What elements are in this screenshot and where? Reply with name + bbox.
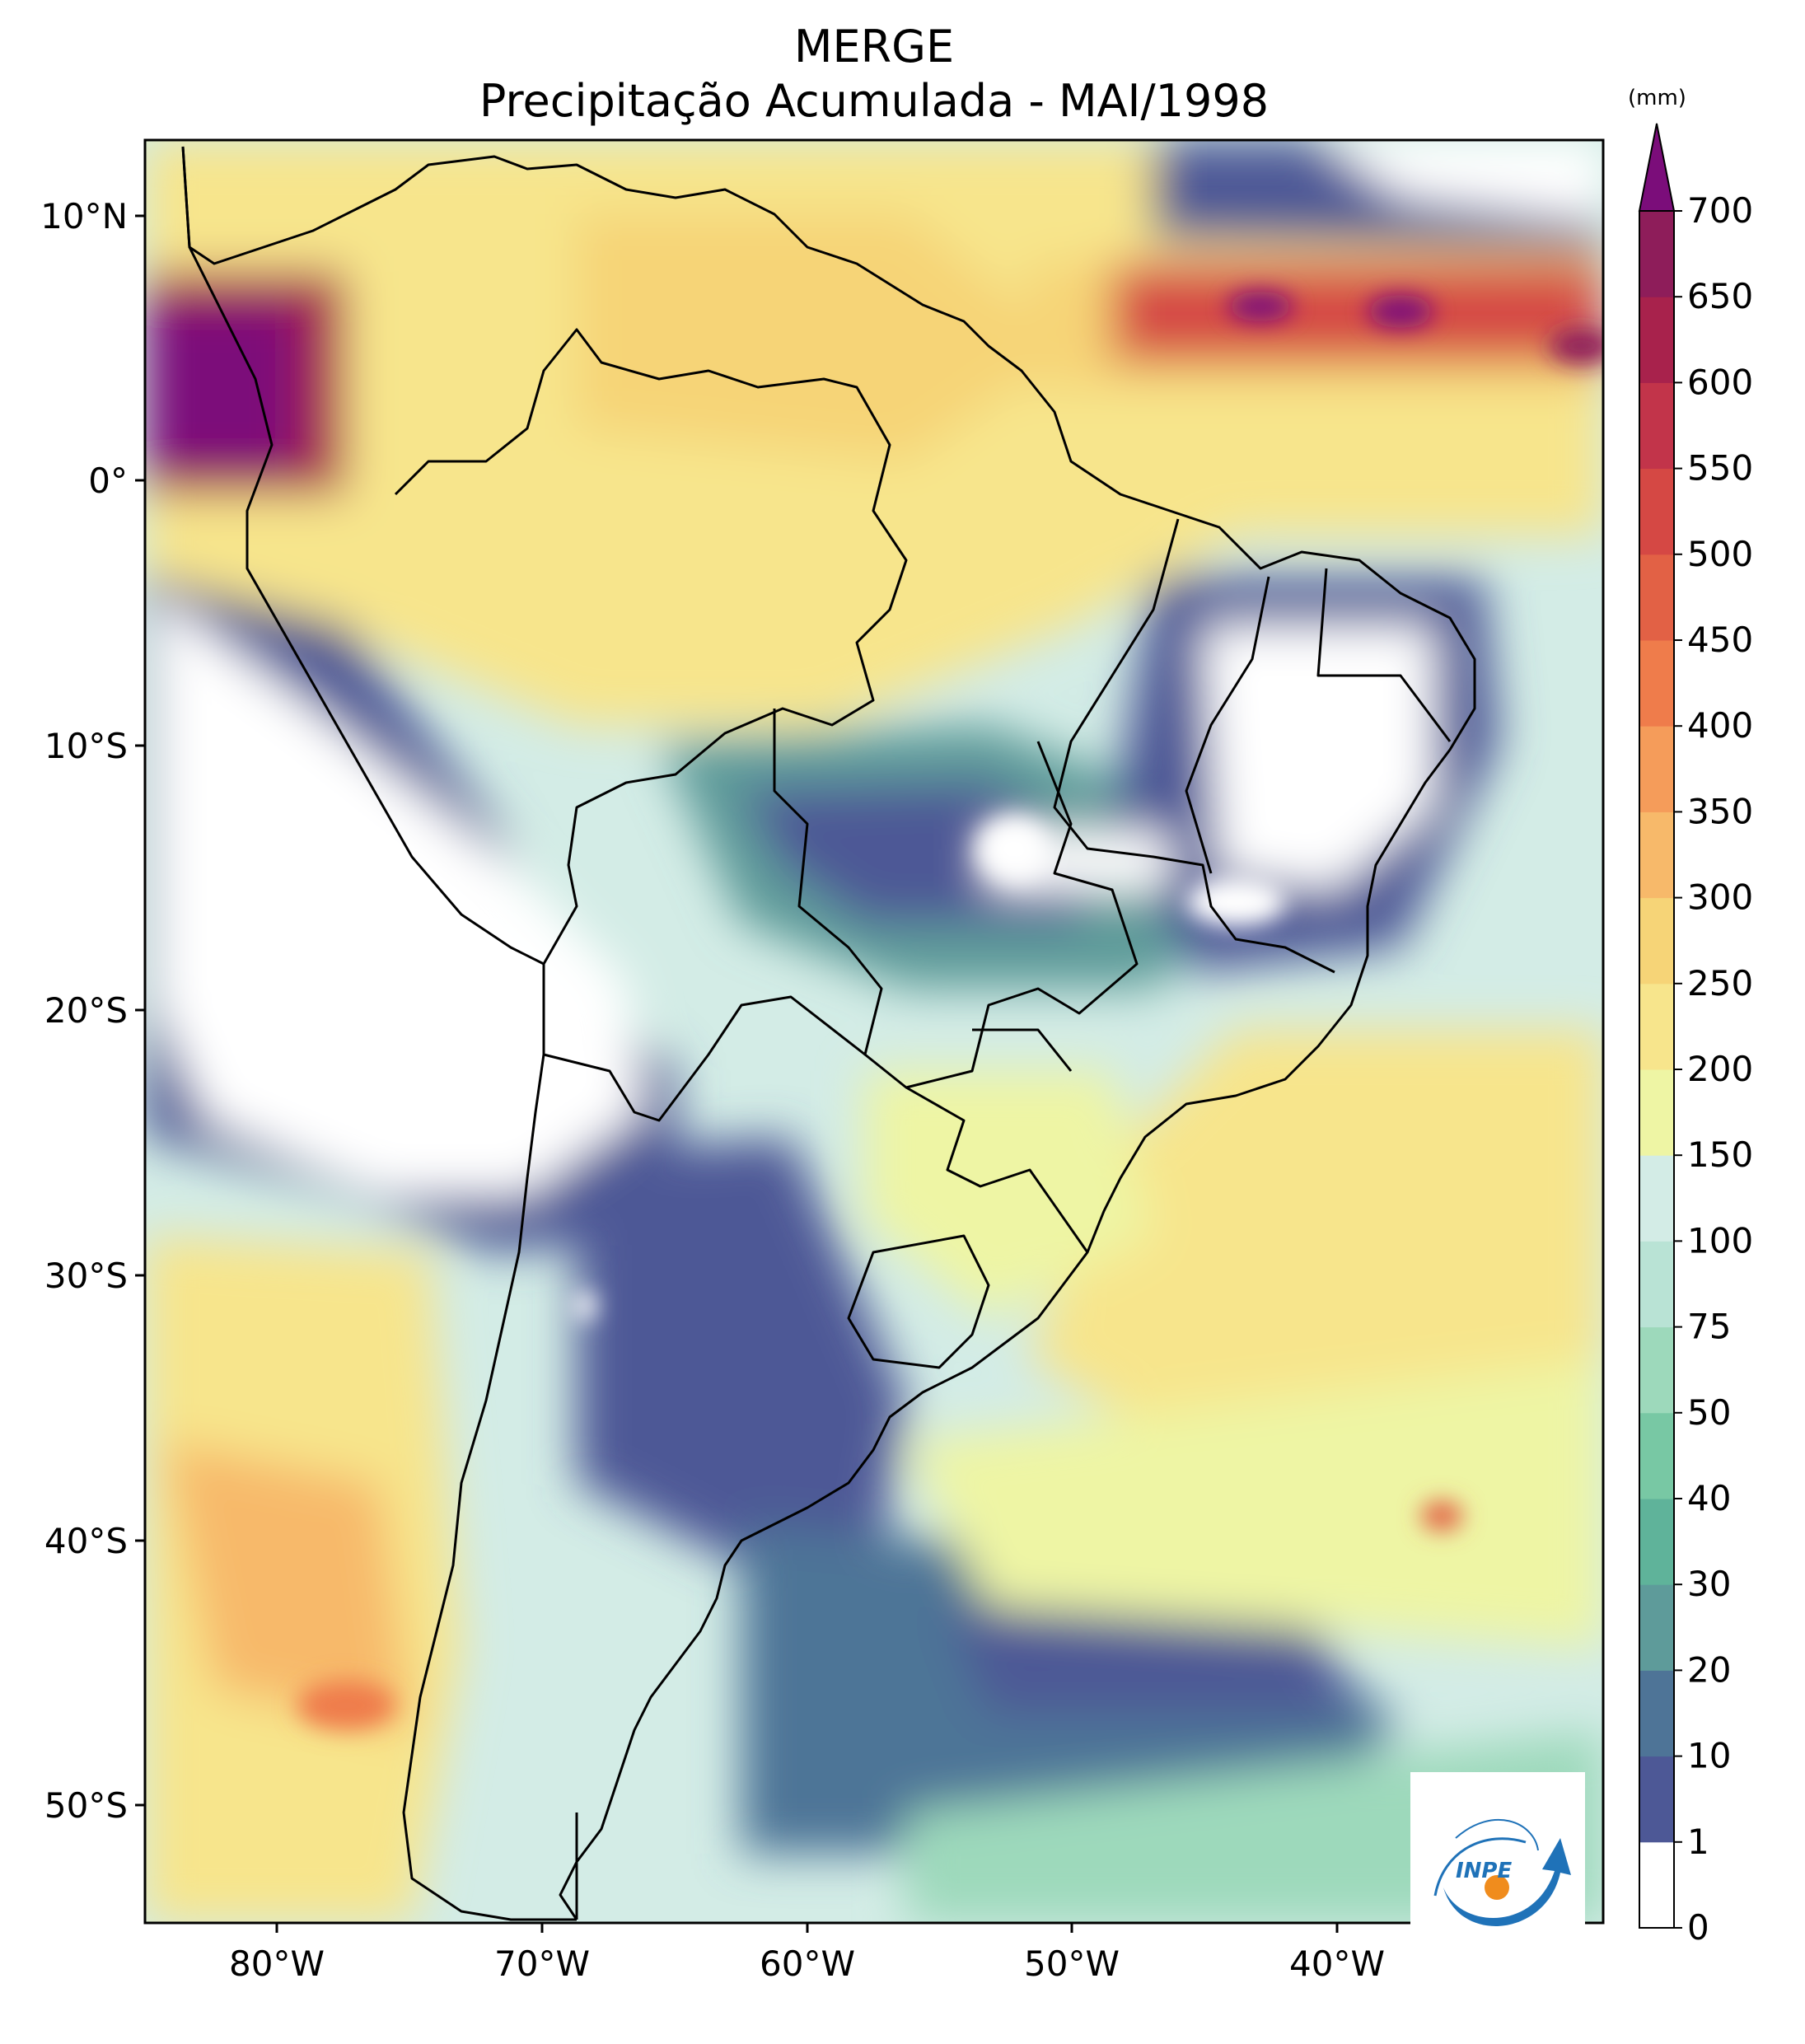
- colorbar-swatch: [1639, 1412, 1674, 1499]
- lat-label: 10°S: [44, 726, 128, 766]
- lon-label: 50°W: [1024, 1943, 1120, 1984]
- map-title: MERGE: [793, 21, 955, 72]
- colorbar-swatch: [1639, 1155, 1674, 1242]
- colorbar-extend-arrow: [1638, 123, 1676, 212]
- colorbar-label: 400: [1687, 705, 1753, 746]
- colorbar-swatch: [1639, 382, 1674, 470]
- lon-label: 60°W: [760, 1943, 855, 1984]
- colorbar-label: 550: [1687, 448, 1753, 489]
- colorbar-swatch: [1639, 297, 1674, 383]
- colorbar-swatch: [1639, 1069, 1674, 1156]
- latitude-axis: 10°N 0° 10°S 20°S 30°S 40°S 50°S: [40, 196, 145, 1826]
- colorbar-swatch: [1639, 211, 1674, 297]
- colorbar-label: 40: [1687, 1478, 1731, 1518]
- lat-label: 10°N: [40, 196, 128, 236]
- colorbar: 0 1 10 20 30 40 50 75 100 150 200 250 300 350 400 450 50…: [1638, 123, 1753, 1948]
- inpe-logo: INPE: [1410, 1772, 1585, 1947]
- lat-label: 40°S: [44, 1521, 128, 1561]
- colorbar-swatch: [1639, 1756, 1674, 1843]
- colorbar-swatch: [1639, 640, 1674, 727]
- colorbar-label: 500: [1687, 534, 1753, 574]
- colorbar-swatch: [1639, 1841, 1674, 1929]
- colorbar-label: 450: [1687, 620, 1753, 660]
- longitude-axis: 80°W 70°W 60°W 50°W 40°W: [229, 1923, 1385, 1984]
- colorbar-swatch: [1639, 1584, 1674, 1671]
- colorbar-swatch: [1639, 812, 1674, 899]
- map-subtitle: Precipitação Acumulada - MAI/1998: [479, 75, 1270, 127]
- lat-label: 30°S: [44, 1256, 128, 1296]
- colorbar-unit: (mm): [1628, 86, 1686, 110]
- plot-frame: [143, 138, 1605, 1925]
- colorbar-label: 75: [1687, 1307, 1731, 1347]
- country-borders: [181, 146, 1476, 1921]
- precipitation-field: [145, 140, 1603, 1923]
- colorbar-swatch: [1639, 897, 1674, 985]
- colorbar-label: 30: [1687, 1564, 1731, 1604]
- inpe-logo-icon: INPE: [1433, 1818, 1571, 1926]
- colorbar-swatch: [1639, 1241, 1674, 1328]
- colorbar-label: 100: [1687, 1220, 1753, 1261]
- colorbar-label: 200: [1687, 1049, 1753, 1089]
- colorbar-label: 150: [1687, 1134, 1753, 1175]
- colorbar-swatch: [1639, 468, 1674, 555]
- colorbar-label: 700: [1687, 190, 1753, 231]
- colorbar-label: 50: [1687, 1392, 1731, 1433]
- colorbar-label: 600: [1687, 362, 1753, 402]
- colorbar-label: 0: [1687, 1907, 1709, 1948]
- colorbar-swatch: [1639, 726, 1674, 812]
- colorbar-swatch: [1639, 554, 1674, 641]
- colorbar-label: 10: [1687, 1736, 1731, 1776]
- colorbar-swatch: [1639, 1670, 1674, 1757]
- lon-label: 70°W: [494, 1943, 590, 1984]
- lat-label: 50°S: [44, 1785, 128, 1826]
- colorbar-label: 20: [1687, 1649, 1731, 1690]
- logo-text: INPE: [1456, 1859, 1512, 1883]
- lon-label: 80°W: [229, 1943, 325, 1984]
- lon-label: 40°W: [1289, 1943, 1385, 1984]
- colorbar-swatch: [1639, 1499, 1674, 1585]
- colorbar-swatch: [1639, 983, 1674, 1070]
- colorbar-label: 300: [1687, 877, 1753, 918]
- lat-label: 0°: [88, 461, 128, 501]
- colorbar-label: 350: [1687, 791, 1753, 831]
- lat-label: 20°S: [44, 990, 128, 1031]
- colorbar-swatch: [1639, 1326, 1674, 1414]
- colorbar-label: 250: [1687, 963, 1753, 1003]
- colorbar-label: 1: [1687, 1822, 1709, 1862]
- colorbar-label: 650: [1687, 276, 1753, 316]
